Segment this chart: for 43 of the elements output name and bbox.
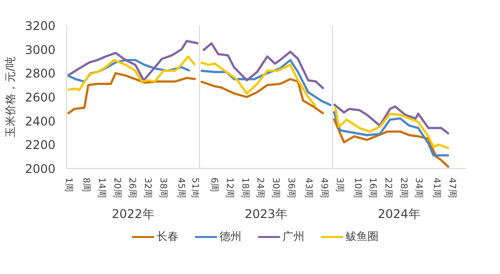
legend-label: 长春 (156, 229, 178, 245)
line-series (66, 58, 191, 83)
x-tick-label: 49周 (318, 178, 330, 198)
y-tick-label: 2600 (24, 90, 56, 104)
x-tick-label: 34周 (413, 178, 424, 198)
x-tick-label: 43周 (303, 178, 314, 198)
x-tick-label: 3周 (334, 178, 345, 192)
x-tick-label: 8周 (80, 178, 92, 192)
legend-label: 鲅鱼圈 (344, 229, 378, 245)
x-tick-label: 22周 (382, 178, 394, 198)
x-tick-label: 6周 (208, 178, 220, 192)
y-tick-label: 2800 (24, 66, 56, 81)
x-tick-label: 18周 (239, 178, 250, 198)
x-axis-title: 2024年 (378, 206, 420, 221)
y-tick-label: 3200 (24, 19, 56, 33)
x-tick-label: 12周 (224, 178, 235, 198)
x-tick-label: 24周 (254, 178, 266, 198)
y-tick-label: 2200 (24, 138, 56, 152)
line-series (66, 40, 199, 82)
x-tick-label: 45周 (175, 178, 186, 198)
x-tick-label: 26周 (126, 178, 138, 198)
y-tick-label: 2000 (24, 162, 56, 176)
x-tick-label: 38周 (157, 178, 168, 198)
x-tick-label: 41周 (431, 178, 442, 198)
x-tick-label: 28周 (398, 178, 409, 198)
line-series (66, 72, 197, 115)
x-tick-label: 30周 (270, 178, 281, 198)
y-axis-title: 玉米价格，元/吨 (4, 56, 17, 138)
x-tick-label: 16周 (367, 178, 378, 198)
x-tick-label: 32周 (142, 178, 154, 198)
legend-label: 广州 (282, 229, 304, 245)
x-tick-label: 20周 (111, 178, 122, 198)
y-tick-label: 2400 (24, 114, 56, 128)
line-series (66, 55, 196, 91)
x-tick-label: 47周 (446, 178, 458, 198)
x-axis-title: 2023年 (244, 206, 288, 221)
x-tick-label: 14周 (96, 178, 108, 198)
y-tick-label: 3000 (24, 42, 56, 57)
x-tick-label: 1周 (62, 178, 74, 192)
x-axis-title: 2022年 (112, 206, 154, 221)
x-tick-label: 36周 (285, 178, 296, 198)
legend-label: 德州 (218, 229, 242, 245)
x-tick-label: 10周 (352, 178, 363, 198)
